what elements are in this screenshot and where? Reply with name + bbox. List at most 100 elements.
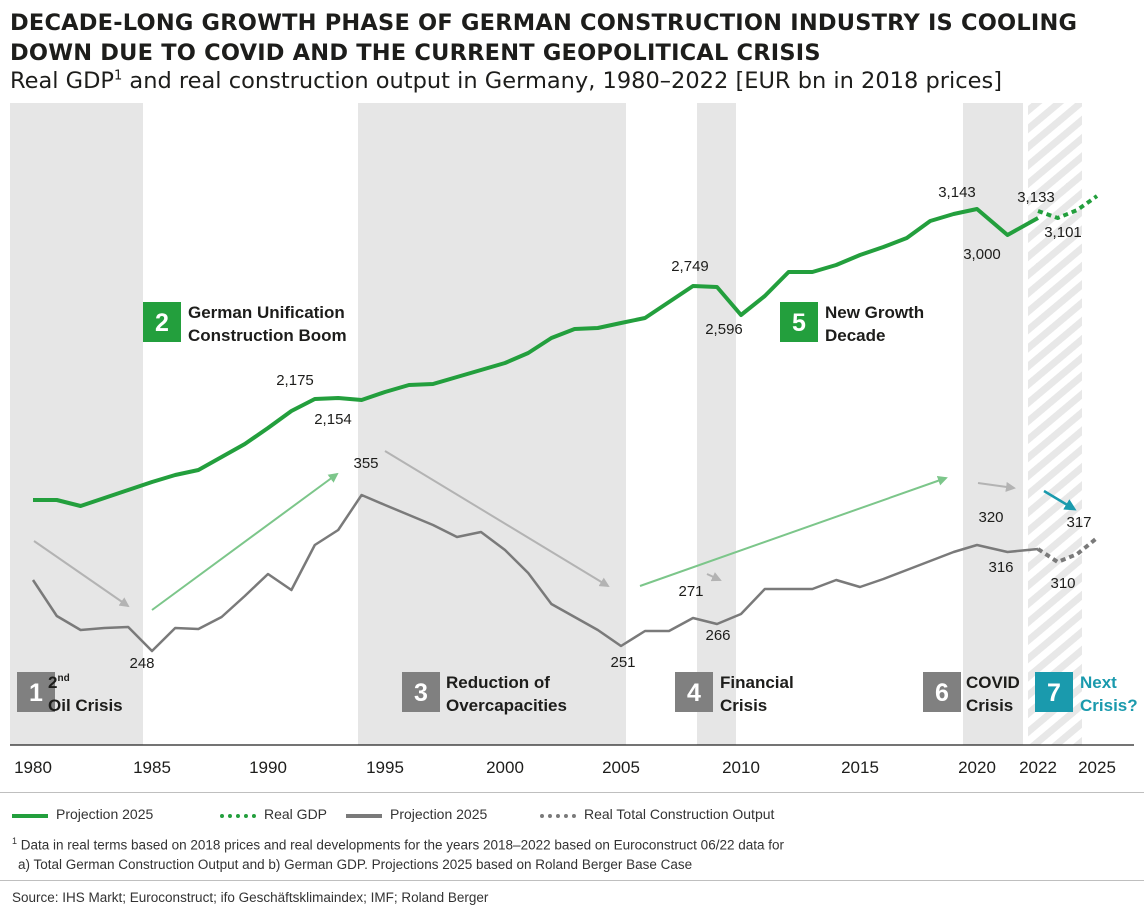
data-label: 310 <box>1050 575 1075 592</box>
data-label: 2,175 <box>276 372 314 389</box>
data-label: 3,133 <box>1017 189 1055 206</box>
phase-label-line-2: Crisis <box>720 696 767 715</box>
chart-subtitle: Real GDP1 and real construction output i… <box>10 68 1002 94</box>
data-label: 2,596 <box>705 321 743 338</box>
legend-label: Real Total Construction Output <box>584 806 775 822</box>
series-projection-gdp <box>1037 194 1099 220</box>
phase-badge-2: 2 German Unification Construction Boom <box>143 302 347 345</box>
x-tick-label: 2020 <box>958 758 996 777</box>
phase-badge-5: 5 New Growth Decade <box>780 302 924 345</box>
phase-badge-6: 6 COVID Crisis <box>923 672 1020 715</box>
phase-number-box <box>675 672 713 712</box>
phase-badge-4: 4 Financial Crisis <box>675 672 794 715</box>
footnote-marker: 1 <box>12 836 18 846</box>
subtitle-footnote-marker: 1 <box>114 68 123 84</box>
phase-number: 7 <box>1047 679 1061 707</box>
trend-arrow-1 <box>33 540 130 608</box>
footnote: 1 Data in real terms based on 2018 price… <box>12 832 1122 874</box>
x-tick-label: 1980 <box>14 758 52 777</box>
phase-number: 5 <box>792 309 806 337</box>
phase-badge-3: 3 Reduction of Overcapacities <box>402 672 567 715</box>
legend-swatch-solid-green <box>12 814 48 818</box>
data-label: 3,000 <box>963 246 1001 263</box>
x-tick-label: 2005 <box>602 758 640 777</box>
next-crisis-arrow <box>1043 489 1077 511</box>
data-label: 3,101 <box>1044 224 1082 241</box>
phase-shade-3 <box>697 103 736 745</box>
phase-badge-7: 7 Next Crisis? <box>1035 672 1138 715</box>
phase-label-line-2: Crisis <box>966 696 1013 715</box>
legend-label: Real GDP <box>264 806 328 822</box>
x-tick-label: 1985 <box>133 758 171 777</box>
x-tick-label: 2000 <box>486 758 524 777</box>
phase-number-box <box>402 672 440 712</box>
phase-number-box <box>17 672 55 712</box>
trend-arrow-3 <box>384 450 610 588</box>
data-label: 355 <box>353 455 378 472</box>
chart-title: DECADE-LONG GROWTH PHASE OF GERMAN CONST… <box>10 10 1078 66</box>
footnote-line-1: 1 Data in real terms based on 2018 price… <box>12 832 1122 855</box>
separator-top <box>0 792 1144 793</box>
data-label: 317 <box>1066 514 1091 531</box>
phase-number-box <box>143 302 181 342</box>
x-tick-label: 2015 <box>841 758 879 777</box>
phase-number: 1 <box>29 679 43 707</box>
phase-number: 2 <box>155 309 169 337</box>
trend-arrow-5 <box>706 572 722 582</box>
phase-number: 6 <box>935 679 949 707</box>
phase-label-line-1: German Unification <box>188 303 345 322</box>
phase-label-line-1: Next <box>1080 673 1117 692</box>
series-projection-construction <box>1036 536 1099 564</box>
phase-label-sup: nd <box>57 673 69 684</box>
data-label: 2,154 <box>314 411 352 428</box>
legend-label: Projection 2025 <box>390 806 488 822</box>
data-label: 2,749 <box>671 258 709 275</box>
phase-label-line-1: New Growth <box>825 303 924 322</box>
source-note: Source: IHS Markt; Euroconstruct; ifo Ge… <box>12 890 489 905</box>
trend-arrow-6 <box>977 481 1016 492</box>
phase-label-line-2: Construction Boom <box>188 326 347 345</box>
phase-number-box <box>923 672 961 712</box>
data-label: 266 <box>705 627 730 644</box>
series-line-construction <box>31 493 1039 653</box>
subtitle-main: Real GDP <box>10 68 114 94</box>
x-tick-label: 1990 <box>249 758 287 777</box>
phase-number: 3 <box>414 679 428 707</box>
separator-bottom <box>0 880 1144 881</box>
phase-label-line-1: 2nd <box>48 673 70 692</box>
legend-label: Projection 2025 <box>56 806 154 822</box>
phase-label-line-2: Crisis? <box>1080 696 1138 715</box>
footnote-line-2: a) Total German Construction Output and … <box>18 856 693 872</box>
legend-swatch-dotted-grey <box>540 814 576 818</box>
legend-swatch-solid-grey <box>346 814 382 818</box>
phase-number: 4 <box>687 679 701 707</box>
x-tick-label: 1995 <box>366 758 404 777</box>
phase-shade-2 <box>358 103 626 745</box>
data-label: 271 <box>678 583 703 600</box>
data-label: 320 <box>978 509 1003 526</box>
phase-number-box <box>780 302 818 342</box>
subtitle-rest: and real construction output in Germany,… <box>122 68 1002 94</box>
phase-label-line-2: Oil Crisis <box>48 696 123 715</box>
data-label: 248 <box>129 655 154 672</box>
legend-swatch-dotted-green <box>220 814 256 818</box>
phase-number-box <box>1035 672 1073 712</box>
phase-label-text: 2 <box>48 673 57 692</box>
trend-arrow-4 <box>639 475 948 587</box>
phase-label-line-1: Financial <box>720 673 794 692</box>
series-line-gdp <box>33 207 1039 508</box>
data-label: 3,143 <box>938 184 976 201</box>
x-tick-label: 2022 <box>1019 758 1057 777</box>
data-label: 251 <box>610 654 635 671</box>
phase-label-line-1: COVID <box>966 673 1020 692</box>
x-tick-label: 2025 <box>1078 758 1116 777</box>
x-tick-label: 2010 <box>722 758 760 777</box>
data-label: 316 <box>988 559 1013 576</box>
footnote-text-1: Data in real terms based on 2018 prices … <box>17 837 784 853</box>
phase-shade-1 <box>10 103 143 745</box>
phase-label-line-1: Reduction of <box>446 673 550 692</box>
phase-label-line-2: Decade <box>825 326 885 345</box>
phase-label-line-2: Overcapacities <box>446 696 567 715</box>
